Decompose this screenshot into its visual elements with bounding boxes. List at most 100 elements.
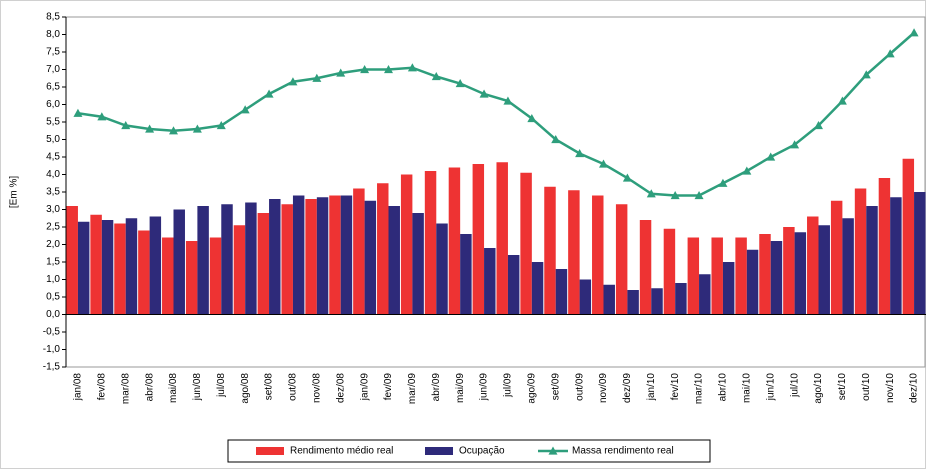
- legend-label: Massa rendimento real: [572, 446, 674, 457]
- y-tick-label: 1,0: [46, 274, 60, 285]
- marker: [599, 159, 608, 168]
- marker: [216, 121, 226, 130]
- bar: [149, 216, 162, 315]
- x-tick-label: jul/09: [503, 373, 514, 398]
- x-tick-label: abr/09: [431, 373, 442, 402]
- bar: [627, 290, 639, 315]
- marker: [360, 65, 370, 74]
- x-tick-label: jun/10: [765, 373, 776, 402]
- y-tick-label: -0,5: [43, 327, 61, 338]
- bar: [675, 283, 687, 315]
- y-tick-label: 1,5: [46, 257, 60, 268]
- x-tick-label: jan/09: [359, 373, 370, 402]
- bar: [329, 195, 341, 315]
- bar: [603, 284, 615, 315]
- bar: [507, 255, 520, 315]
- x-tick-label: mar/09: [407, 373, 418, 405]
- x-tick-label: fev/10: [670, 373, 681, 401]
- y-tick-label: 0,5: [46, 292, 60, 303]
- marker: [814, 121, 823, 130]
- bar: [185, 241, 198, 315]
- marker: [407, 63, 417, 72]
- marker: [192, 124, 202, 133]
- y-tick-label: 5,0: [46, 134, 60, 145]
- x-tick-label: mar/10: [694, 373, 705, 405]
- x-tick-label: jan/08: [73, 373, 84, 402]
- x-tick-label: mai/10: [741, 373, 752, 403]
- x-tick-label: ago/09: [526, 373, 537, 404]
- bar: [711, 237, 723, 315]
- bar: [830, 200, 843, 315]
- x-tick-label: ago/10: [813, 373, 824, 404]
- x-tick-label: jun/08: [192, 373, 203, 402]
- bar: [221, 204, 233, 315]
- bar: [555, 269, 568, 315]
- bar: [902, 158, 915, 315]
- marker: [264, 89, 274, 98]
- bar: [388, 206, 400, 315]
- y-tick-label: 3,0: [46, 204, 60, 215]
- y-tick-label: 4,5: [46, 152, 60, 163]
- marker: [861, 70, 871, 79]
- y-tick-label: -1,0: [43, 344, 61, 355]
- x-tick-label: mar/08: [120, 373, 131, 405]
- legend-label: Ocupação: [459, 446, 505, 457]
- marker: [479, 89, 489, 98]
- bar: [138, 230, 150, 315]
- x-tick-label: out/10: [861, 373, 872, 401]
- bar: [746, 249, 759, 315]
- x-tick-label: set/08: [264, 373, 275, 401]
- marker: [527, 114, 537, 123]
- bar: [544, 186, 556, 315]
- bar: [292, 195, 305, 315]
- marker: [551, 135, 561, 144]
- bar: [412, 213, 424, 315]
- bar: [890, 197, 902, 315]
- y-tick-label: 6,5: [46, 82, 60, 93]
- x-tick-label: fev/09: [383, 373, 394, 401]
- marker: [646, 189, 656, 198]
- bar: [377, 183, 389, 315]
- legend-box: [227, 439, 711, 463]
- bar: [496, 162, 508, 315]
- y-tick-label: 4,0: [46, 169, 60, 180]
- bar: [520, 172, 532, 315]
- y-tick-label: 7,0: [46, 64, 60, 75]
- bar: [460, 234, 472, 315]
- y-tick-label: 3,5: [46, 187, 60, 198]
- bar: [699, 274, 711, 315]
- bar: [878, 178, 891, 315]
- marker: [73, 108, 83, 117]
- x-tick-label: dez/10: [909, 373, 920, 403]
- y-tick-label: 5,5: [46, 117, 60, 128]
- marker: [790, 140, 800, 149]
- marker: [766, 152, 776, 161]
- x-tick-label: jun/09: [479, 373, 490, 402]
- x-tick-label: fev/08: [96, 373, 107, 401]
- bar: [436, 223, 448, 315]
- bar: [722, 262, 735, 315]
- x-tick-label: mai/09: [455, 373, 466, 403]
- bar: [615, 204, 628, 315]
- marker: [384, 65, 393, 74]
- bar: [173, 209, 185, 315]
- bar: [783, 227, 795, 315]
- marker: [885, 49, 895, 58]
- legend-marker: [548, 446, 558, 455]
- marker: [312, 73, 322, 82]
- x-tick-label: nov/08: [311, 373, 322, 403]
- x-tick-label: nov/09: [598, 373, 609, 403]
- bar: [90, 214, 102, 315]
- y-tick-label: 8,5: [46, 12, 60, 23]
- bar: [854, 188, 867, 315]
- bar: [316, 197, 329, 315]
- bar: [818, 225, 830, 315]
- y-tick-label: 2,0: [46, 239, 60, 250]
- bar: [424, 171, 437, 315]
- y-tick-label: 0,0: [46, 309, 60, 320]
- marker: [431, 72, 441, 81]
- marker: [622, 173, 632, 182]
- y-tick-label: 7,5: [46, 47, 60, 58]
- y-tick-label: 2,5: [46, 222, 60, 233]
- bar: [592, 195, 604, 315]
